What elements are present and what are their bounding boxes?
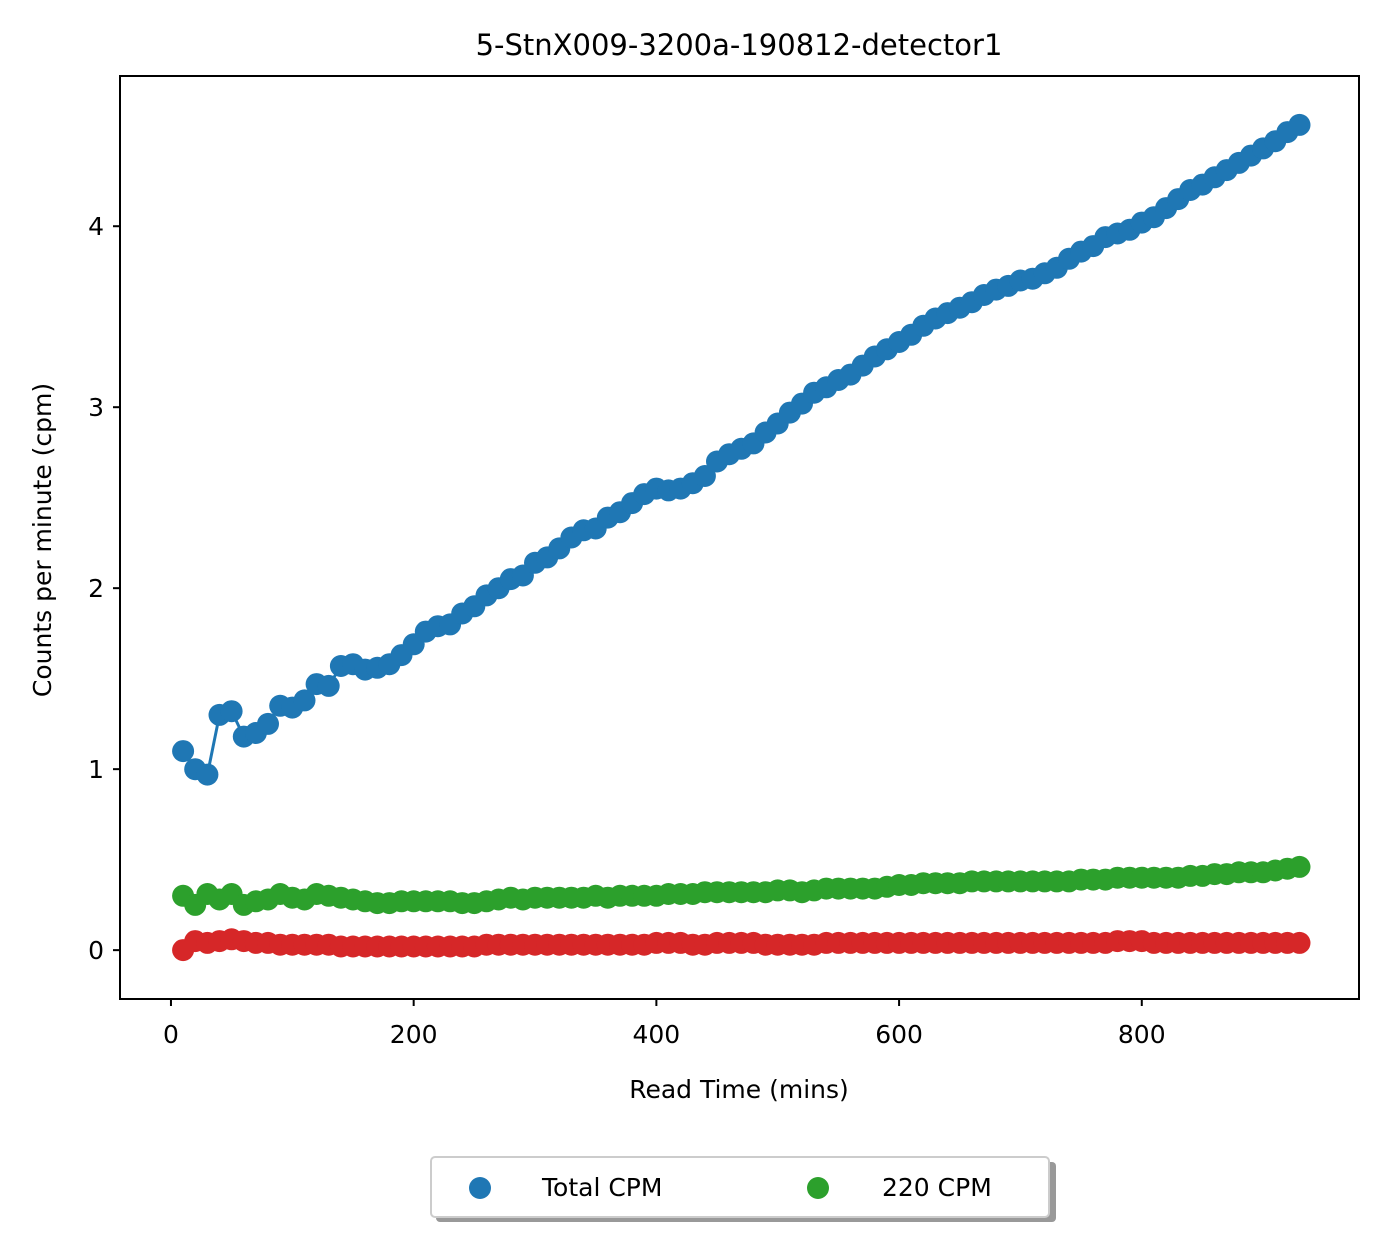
y-tick-label: 2 bbox=[88, 574, 104, 603]
x-tick-label: 0 bbox=[163, 1020, 179, 1049]
plot-frame bbox=[119, 75, 1360, 1000]
x-tick-label: 400 bbox=[633, 1020, 681, 1049]
plot-area bbox=[172, 113, 1311, 962]
legend-marker-220-cpm bbox=[807, 1177, 829, 1199]
x-tick-label: 200 bbox=[390, 1020, 438, 1049]
y-tick-label: 4 bbox=[88, 212, 104, 241]
x-tick-label: 800 bbox=[1118, 1020, 1166, 1049]
data-point-total-cpm bbox=[317, 674, 340, 697]
series-series-2 bbox=[172, 928, 1311, 962]
legend-box bbox=[430, 1156, 1050, 1218]
x-tick-label: 600 bbox=[875, 1020, 923, 1049]
data-point-total-cpm bbox=[196, 763, 219, 786]
legend-label-220-cpm: 220 CPM bbox=[882, 1173, 992, 1202]
y-tick-label: 0 bbox=[88, 936, 104, 965]
legend: Total CPM 220 CPM bbox=[430, 1156, 1056, 1222]
series-220-cpm bbox=[172, 855, 1311, 916]
data-point-total-cpm bbox=[293, 689, 316, 712]
chart-title: 5-StnX009-3200a-190812-detector1 bbox=[476, 28, 1003, 62]
y-tick-label: 1 bbox=[88, 755, 104, 784]
data-point-total-cpm bbox=[220, 700, 243, 723]
data-point-total-cpm bbox=[257, 712, 279, 735]
legend-marker-total-cpm bbox=[469, 1177, 491, 1199]
data-point-total-cpm bbox=[1288, 113, 1311, 136]
x-axis: 0 200 400 600 800 bbox=[163, 999, 1166, 1049]
series-total-cpm bbox=[172, 113, 1311, 786]
data-point-total-cpm bbox=[172, 740, 195, 763]
y-axis-label: Counts per minute (cpm) bbox=[28, 383, 57, 697]
x-axis-label: Read Time (mins) bbox=[629, 1075, 849, 1104]
legend-label-total-cpm: Total CPM bbox=[541, 1173, 662, 1202]
data-point-series-2 bbox=[1288, 931, 1311, 954]
data-point-total-cpm bbox=[693, 465, 716, 487]
y-tick-label: 3 bbox=[88, 393, 104, 422]
data-point-220-cpm bbox=[1288, 855, 1311, 878]
y-axis: 0 1 2 3 4 bbox=[88, 212, 120, 965]
